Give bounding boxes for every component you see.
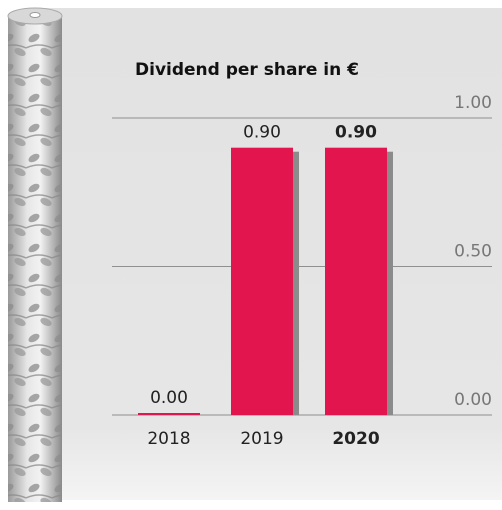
chart: Dividend per share in € 0.00 0.50 1.00 0.00… <box>0 0 502 510</box>
value-label: 0.90 <box>243 123 281 143</box>
roll <box>8 8 62 502</box>
chart-title: Dividend per share in € <box>135 60 359 80</box>
value-label: 0.00 <box>150 388 188 408</box>
y-tick-label: 0.00 <box>454 390 492 410</box>
bar <box>231 148 293 415</box>
bar <box>138 413 200 415</box>
value-label: 0.90 <box>335 123 377 143</box>
x-tick-label: 2020 <box>332 429 379 449</box>
y-tick-label: 1.00 <box>454 93 492 113</box>
bar <box>325 148 387 415</box>
x-tick-label: 2018 <box>147 429 190 449</box>
x-tick-label: 2019 <box>240 429 283 449</box>
y-tick-label: 0.50 <box>454 242 492 262</box>
